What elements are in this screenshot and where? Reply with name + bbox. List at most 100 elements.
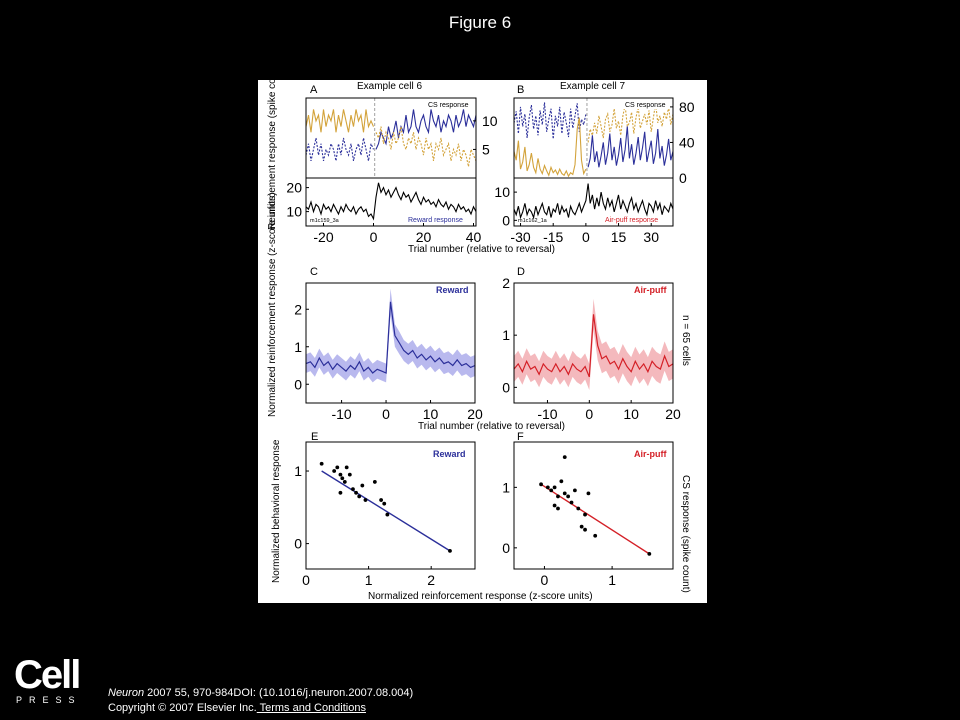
x-tick-label: 10 [623, 406, 639, 422]
y-tick-label: 0 [679, 170, 687, 186]
scatter-point [593, 533, 598, 538]
scatter-point [549, 488, 554, 493]
label-bg [621, 100, 671, 109]
y-tick-label: 2 [294, 301, 302, 317]
y-tick-label: 0 [294, 376, 302, 392]
y-tick-label: 2 [502, 275, 510, 291]
cs-trace-gold-solid [305, 109, 375, 133]
scatter-point [572, 488, 577, 493]
x-tick-label: 30 [643, 229, 659, 245]
cell-id: m1c159_3a [310, 218, 340, 224]
y-tick-label: 0 [294, 536, 302, 552]
scatter-point [552, 485, 557, 490]
cs-trace-blue-solid [587, 126, 674, 168]
copyright-line: Copyright © 2007 Elsevier Inc. Terms and… [108, 701, 413, 716]
panel-letter: E [311, 431, 318, 443]
cs-response-label: CS response [625, 102, 666, 109]
terms-link[interactable]: Terms and Conditions [256, 702, 366, 714]
response-trace [305, 182, 477, 221]
sem-band [514, 298, 673, 390]
scatter-point [545, 485, 550, 490]
scatter-point [583, 512, 587, 517]
axes-frame [513, 282, 674, 404]
scatter-point [340, 476, 345, 481]
x-tick-label: 0 [582, 229, 590, 245]
response-label: Reward response [408, 217, 463, 224]
scatter-point [556, 506, 560, 511]
scatter-point [335, 465, 340, 470]
scatter-point [372, 480, 377, 484]
cs-trace-blue-dotted [513, 102, 587, 139]
scatter-point [579, 524, 584, 529]
scatter-point [583, 527, 587, 532]
scatter-point [562, 491, 567, 496]
axes-frame [513, 441, 674, 570]
scatter-point [332, 469, 337, 473]
ab-y-axis-label: Reinforcement response (spike count) [267, 80, 278, 230]
panel-title: Example cell 7 [560, 81, 625, 92]
scatter-point [562, 455, 567, 460]
cs-trace-blue-solid [375, 109, 477, 150]
n-cells-label: n = 65 cells [680, 315, 691, 366]
y-tick-label: 0 [502, 540, 510, 556]
scatter-point [448, 548, 452, 553]
x-tick-label: -10 [537, 406, 557, 422]
y-tick-label: 0 [502, 212, 510, 228]
axes-frame [305, 441, 476, 570]
figure-title: Figure 6 [448, 13, 512, 32]
y-tick-label: 1 [502, 479, 510, 495]
panel-letter: A [310, 84, 318, 96]
scatter-point [385, 512, 390, 517]
condition-label: Air-puff [634, 449, 667, 459]
x-tick-label: 20 [416, 229, 432, 245]
cs-response-label: CS response [428, 102, 469, 109]
x-tick-label: 15 [611, 229, 627, 245]
y-tick-label: 1 [502, 327, 510, 343]
panel-letter: F [517, 431, 524, 443]
axes-frame [305, 282, 476, 404]
x-tick-label: -30 [510, 229, 530, 245]
figure-panel: A Example cell 6 CS response 5 10 m1c159_3a Re… [258, 80, 707, 603]
scatter-point [382, 501, 387, 506]
bottom-frame [513, 177, 674, 227]
cs-trace-gold-dotted [587, 103, 674, 143]
panel-letter: D [517, 266, 525, 278]
y-tick-label: 1 [294, 463, 302, 479]
label-bg [424, 100, 474, 109]
y-tick-label: 80 [679, 99, 695, 115]
x-tick-label: 40 [466, 229, 482, 245]
copyright-text: Copyright © 2007 Elsevier Inc. [108, 702, 257, 714]
condition-label: Air-puff [634, 285, 667, 295]
panel-title: Example cell 6 [357, 81, 422, 92]
x-tick-label: 10 [423, 406, 439, 422]
y-tick-label: 1 [294, 339, 302, 355]
ef-x-axis-label: Normalized reinforcement response (z-sco… [368, 591, 593, 602]
condition-label: Reward [433, 449, 466, 459]
scatter-point [552, 503, 557, 508]
scatter-point [344, 465, 349, 470]
panel-a: A Example cell 6 CS response 5 10 m1c159_3a Re… [286, 81, 497, 245]
mean-trace [305, 301, 476, 374]
regression-line [321, 470, 451, 552]
logo-press: PRESS [16, 695, 82, 705]
scatter-point [556, 494, 560, 499]
scatter-point [347, 472, 352, 477]
logo-word: Cell [14, 653, 81, 697]
scatter-point [319, 461, 324, 466]
scatter-point [357, 494, 362, 499]
bottom-frame [305, 177, 477, 227]
y-tick-label: 10 [286, 204, 302, 220]
panel-d: D Air-puff 0 1 2 -10 0 10 20 [502, 266, 681, 422]
panel-f: F Air-puff 0 1 0 1 [502, 431, 674, 588]
citation-details: 2007 55, 970-984DOI: (10.1016/j.neuron.2… [144, 687, 414, 699]
cs-trace-gold-dotted [375, 126, 477, 167]
cd-y-axis-label: Normalized reinforcement response (z-sco… [267, 192, 278, 417]
x-tick-label: 1 [608, 572, 616, 588]
y-tick-label: 20 [286, 180, 302, 196]
y-tick-label: 10 [482, 113, 498, 129]
scatter-point [338, 472, 343, 477]
response-trace [513, 183, 674, 220]
x-tick-label: -10 [331, 406, 351, 422]
x-tick-label: 0 [585, 406, 593, 422]
x-tick-label: 0 [541, 572, 549, 588]
